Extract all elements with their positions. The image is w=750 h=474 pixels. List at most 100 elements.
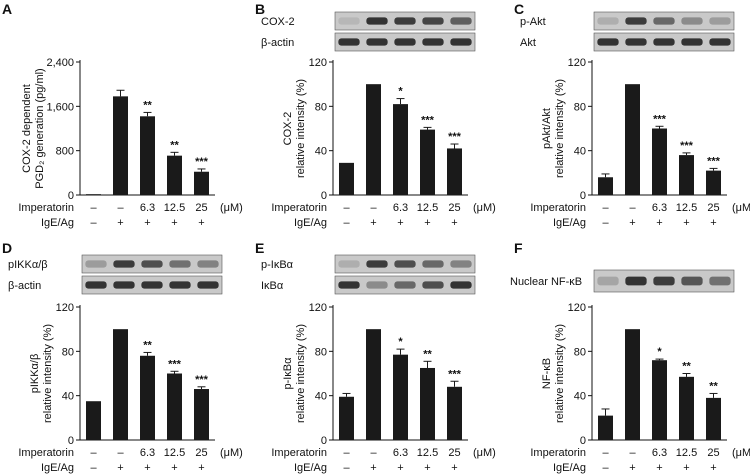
y-tick-label: 0 [321, 190, 327, 202]
bar [194, 171, 209, 195]
y-tick-label: 40 [62, 391, 74, 403]
treatment-label: Imperatorin [271, 202, 327, 214]
stim-label: IgE/Ag [294, 217, 327, 229]
blot-band [450, 38, 472, 46]
y-axis-label: p-IκBα [282, 357, 294, 390]
panel-label: B [255, 1, 265, 17]
blot-band [709, 38, 731, 46]
y-tick-label: 0 [68, 190, 74, 202]
significance-marker: *** [653, 113, 667, 125]
blot-band [394, 260, 416, 268]
blot-band [394, 17, 416, 25]
y-tick-label: 40 [315, 391, 327, 403]
blot-band [422, 38, 444, 46]
treatment-value: 12.5 [417, 202, 438, 214]
blot-band [709, 276, 731, 286]
blot-band [366, 260, 388, 268]
blot-label: β-actin [8, 280, 41, 292]
blot-band [338, 38, 360, 46]
bar [706, 170, 721, 195]
panel-a: A 0 800 1,600 2,400 COX-2 dependent PGD₂ gener… [2, 1, 243, 229]
treatment-value: 12.5 [164, 447, 185, 459]
blot-band [366, 281, 388, 289]
bar [339, 162, 354, 195]
stim-value: + [117, 462, 123, 474]
treatment-label: Imperatorin [530, 202, 586, 214]
bar [393, 104, 408, 195]
treatment-value: 25 [707, 202, 719, 214]
blot-band [366, 38, 388, 46]
significance-marker: *** [195, 374, 209, 386]
y-tick-label: 120 [568, 57, 586, 69]
unit-label: (μM) [220, 447, 243, 459]
stim-value: + [424, 462, 430, 474]
stim-value: + [370, 462, 376, 474]
bar [366, 329, 381, 440]
blot-band [422, 17, 444, 25]
panel-label: E [255, 240, 264, 256]
treatment-value: 25 [448, 447, 460, 459]
significance-marker: *** [448, 368, 462, 380]
stim-value: + [397, 217, 403, 229]
y-axis-label: pIKKα/β [29, 354, 41, 394]
significance-marker: ** [170, 139, 179, 151]
stim-value: + [171, 217, 177, 229]
treatment-value: – [370, 202, 377, 214]
stim-value: – [602, 462, 609, 474]
blot-band [141, 260, 163, 268]
blot-band [653, 276, 675, 286]
y-tick-label: 120 [56, 302, 74, 314]
bar [447, 386, 462, 440]
blot-label: Nuclear NF-κB [510, 276, 582, 288]
unit-label: (μM) [732, 447, 750, 459]
blot-band [366, 17, 388, 25]
blot-band [597, 276, 619, 286]
bar [86, 401, 101, 440]
stim-value: + [171, 462, 177, 474]
treatment-value: 6.3 [140, 447, 155, 459]
blot-label: pIKKα/β [8, 259, 48, 271]
significance-marker: * [398, 86, 403, 98]
y-axis-label: COX-2 [282, 112, 294, 146]
bar [679, 376, 694, 440]
treatment-value: – [90, 447, 97, 459]
y-tick-label: 80 [315, 101, 327, 113]
y-tick-label: 0 [68, 435, 74, 447]
treatment-value: 6.3 [393, 202, 408, 214]
y-tick-label: 1,600 [46, 101, 74, 113]
panel-label: C [514, 1, 524, 17]
bar [113, 96, 128, 195]
blot-band [597, 38, 619, 46]
y-axis-label: relative intensity (%) [554, 79, 566, 178]
stim-value: – [602, 217, 609, 229]
significance-marker: *** [168, 358, 182, 370]
significance-marker: ** [143, 99, 152, 111]
significance-marker: *** [680, 140, 694, 152]
unit-label: (μM) [220, 202, 243, 214]
blot-band [338, 281, 360, 289]
stim-value: – [343, 462, 350, 474]
y-axis-label: relative intensity (%) [295, 324, 307, 423]
stim-value: + [656, 462, 662, 474]
treatment-value: 25 [707, 447, 719, 459]
bar [86, 194, 101, 195]
stim-value: + [451, 462, 457, 474]
stim-value: + [683, 462, 689, 474]
stim-value: + [683, 217, 689, 229]
y-tick-label: 120 [309, 57, 327, 69]
treatment-value: 12.5 [676, 447, 697, 459]
blot-band [85, 281, 107, 289]
blot-band [450, 281, 472, 289]
y-tick-label: 120 [309, 302, 327, 314]
stim-label: IgE/Ag [553, 217, 586, 229]
y-axis-label: relative intensity (%) [554, 324, 566, 423]
stim-value: + [710, 462, 716, 474]
stim-label: IgE/Ag [294, 462, 327, 474]
stim-label: IgE/Ag [41, 217, 74, 229]
blot-band [338, 260, 360, 268]
bar [113, 329, 128, 440]
blot-band [681, 38, 703, 46]
treatment-value: – [343, 202, 350, 214]
blot-band [197, 281, 219, 289]
